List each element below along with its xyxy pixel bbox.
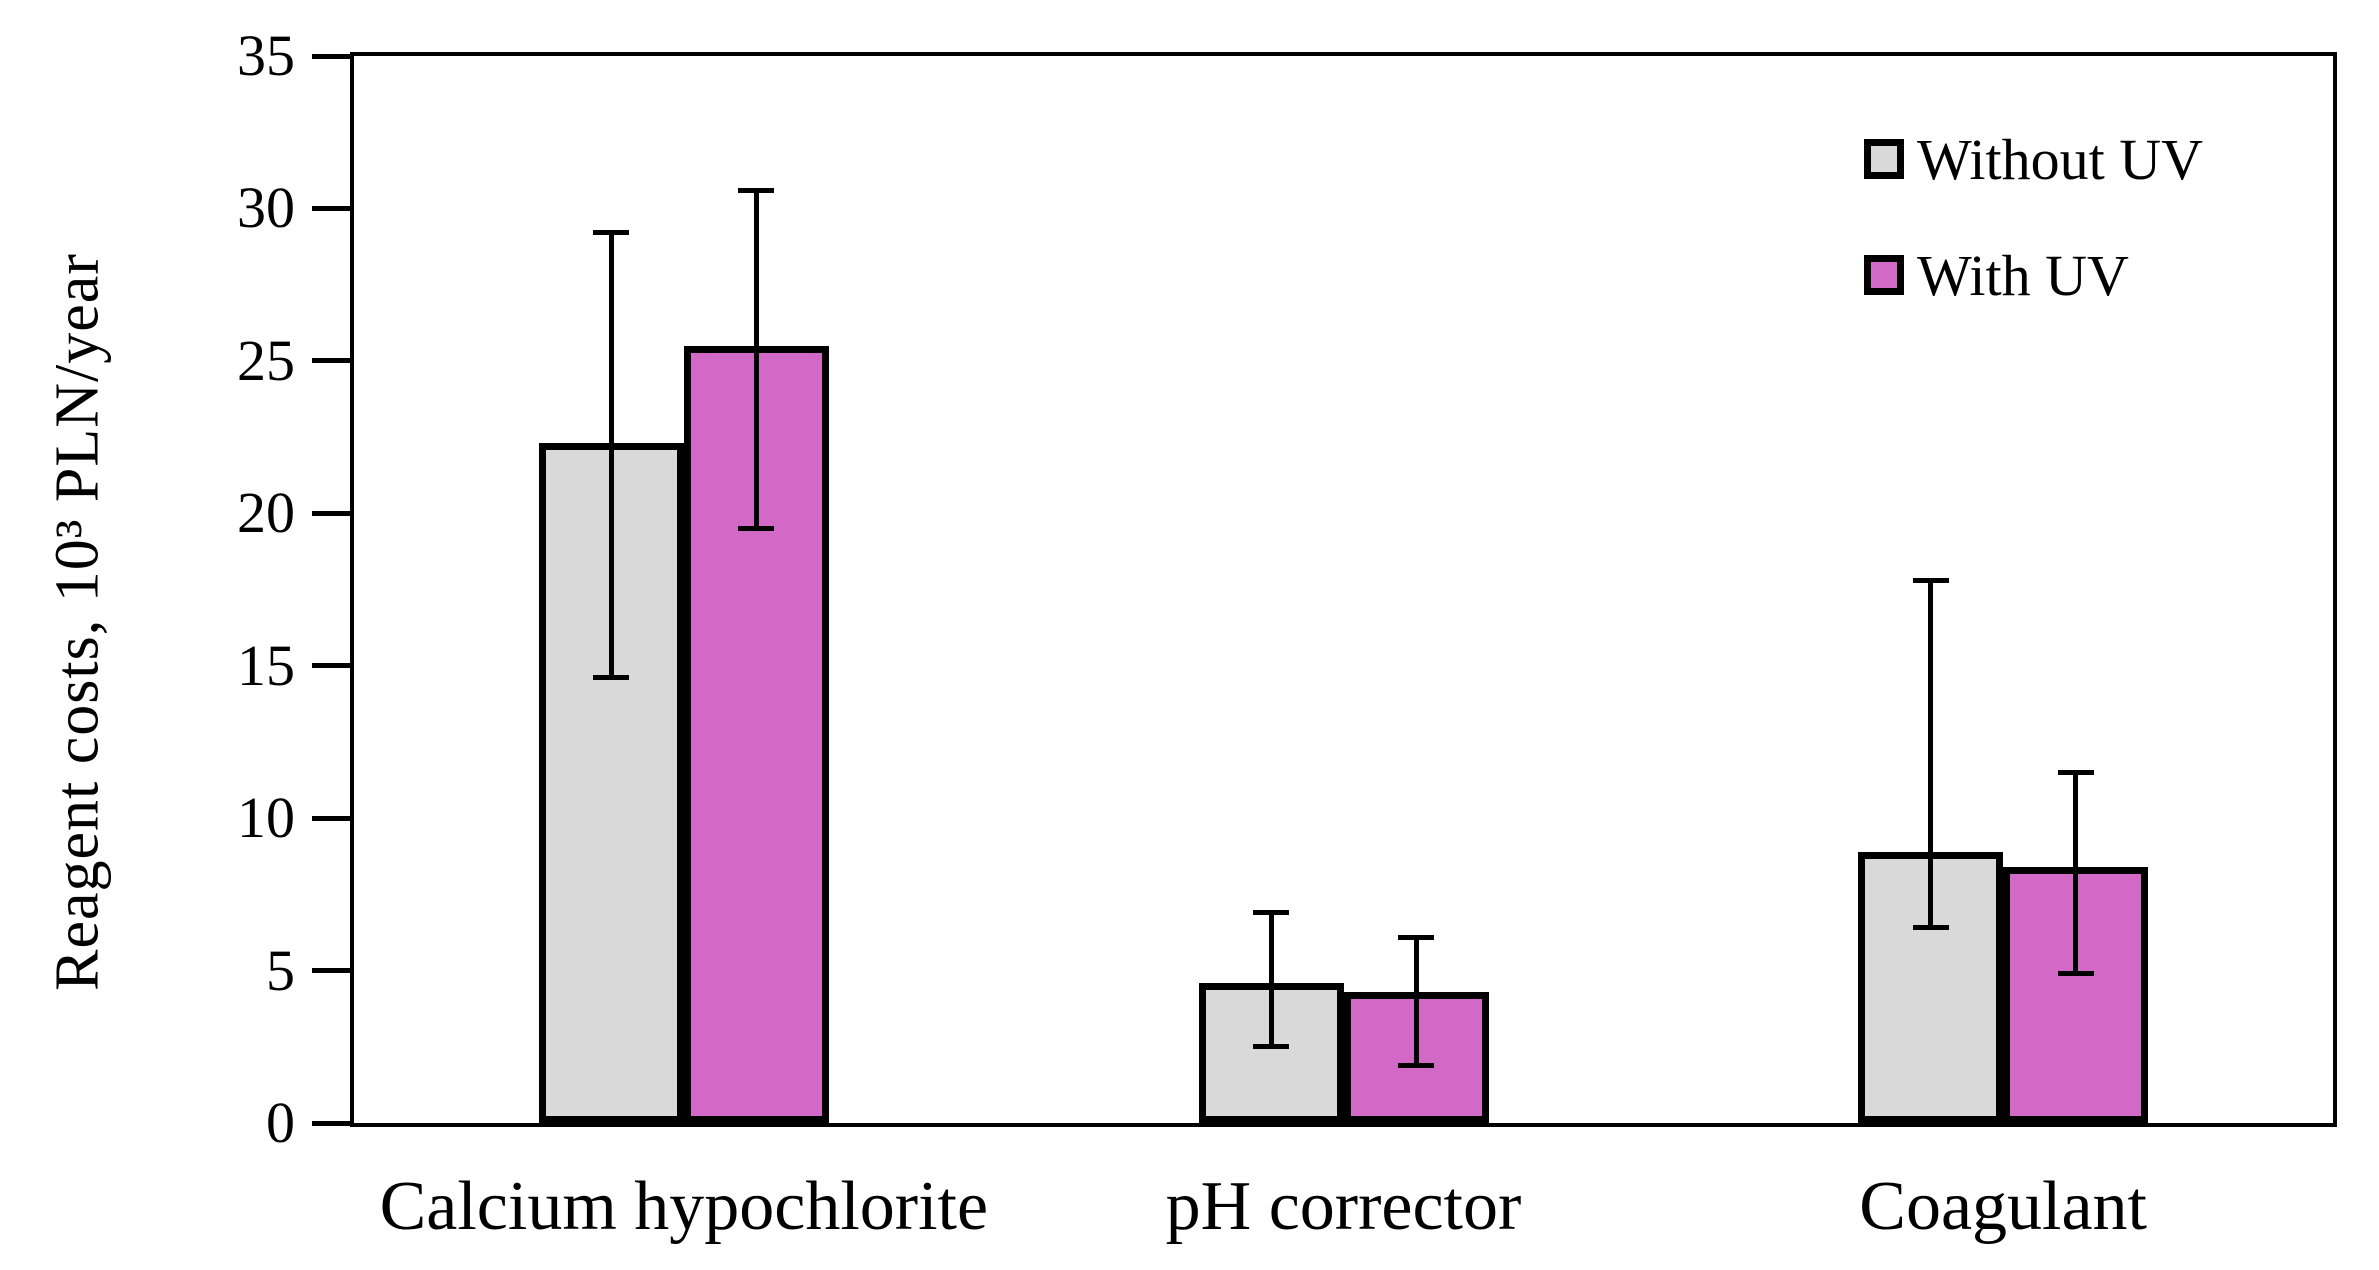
- error-bar-line: [1268, 915, 1274, 1045]
- y-axis-tick-label-0: 0: [266, 1090, 295, 1155]
- y-axis-tick-10: [312, 815, 350, 821]
- legend-swatch-with-uv-icon: [1864, 255, 1904, 295]
- error-bar-with-uv-ph-corrector: [1398, 934, 1434, 1068]
- y-axis-tick-35: [312, 53, 350, 59]
- y-axis-tick-label-30: 30: [237, 175, 295, 241]
- error-bar-without-uv-coagulant: [1912, 577, 1949, 931]
- y-axis-tick-30: [312, 205, 350, 211]
- plot-area: Without UV With UV: [350, 52, 2337, 1127]
- y-axis-tick-15: [312, 663, 350, 669]
- legend-label-with-uv: With UV: [1917, 242, 2129, 308]
- legend-label-without-uv: Without UV: [1917, 126, 2204, 192]
- error-bar-with-uv-calcium-hypochlorite: [738, 187, 775, 532]
- y-axis-tick-20: [312, 510, 350, 516]
- y-axis-tick-label-25: 25: [237, 327, 295, 393]
- y-axis-tick-label-10: 10: [237, 785, 295, 851]
- error-bar-without-uv-calcium-hypochlorite: [593, 230, 630, 681]
- legend-swatch-without-uv-icon: [1864, 139, 1904, 179]
- x-axis-category-label-coagulant: Coagulant: [1859, 1168, 2148, 1245]
- error-bar-line: [753, 192, 759, 527]
- y-axis-tick-label-20: 20: [237, 480, 295, 546]
- y-axis-tick-label-35: 35: [237, 23, 295, 88]
- x-axis-category-label-ph-corrector: pH corrector: [1165, 1168, 1522, 1245]
- error-bar-line: [2073, 774, 2079, 972]
- legend-item-without-uv: Without UV: [1864, 119, 2203, 199]
- y-axis-tick-25: [312, 358, 350, 364]
- error-bar-with-uv-coagulant: [2057, 769, 2094, 977]
- error-bar-line: [1928, 582, 1934, 926]
- error-bar-line: [608, 235, 614, 676]
- y-axis-tick-5: [312, 968, 350, 974]
- error-bar-line: [1413, 939, 1419, 1063]
- x-axis-category-label-calcium-hypochlorite: Calcium hypochlorite: [379, 1168, 989, 1245]
- y-axis-tick-label-5: 5: [266, 937, 295, 1003]
- error-bar-without-uv-ph-corrector: [1253, 910, 1289, 1050]
- legend-item-with-uv: With UV: [1864, 235, 2129, 315]
- y-axis-tick-0: [312, 1120, 350, 1126]
- y-axis-tick-label-15: 15: [237, 632, 295, 698]
- y-axis-title: Reagent costs, 10³ PLN/year: [43, 253, 112, 991]
